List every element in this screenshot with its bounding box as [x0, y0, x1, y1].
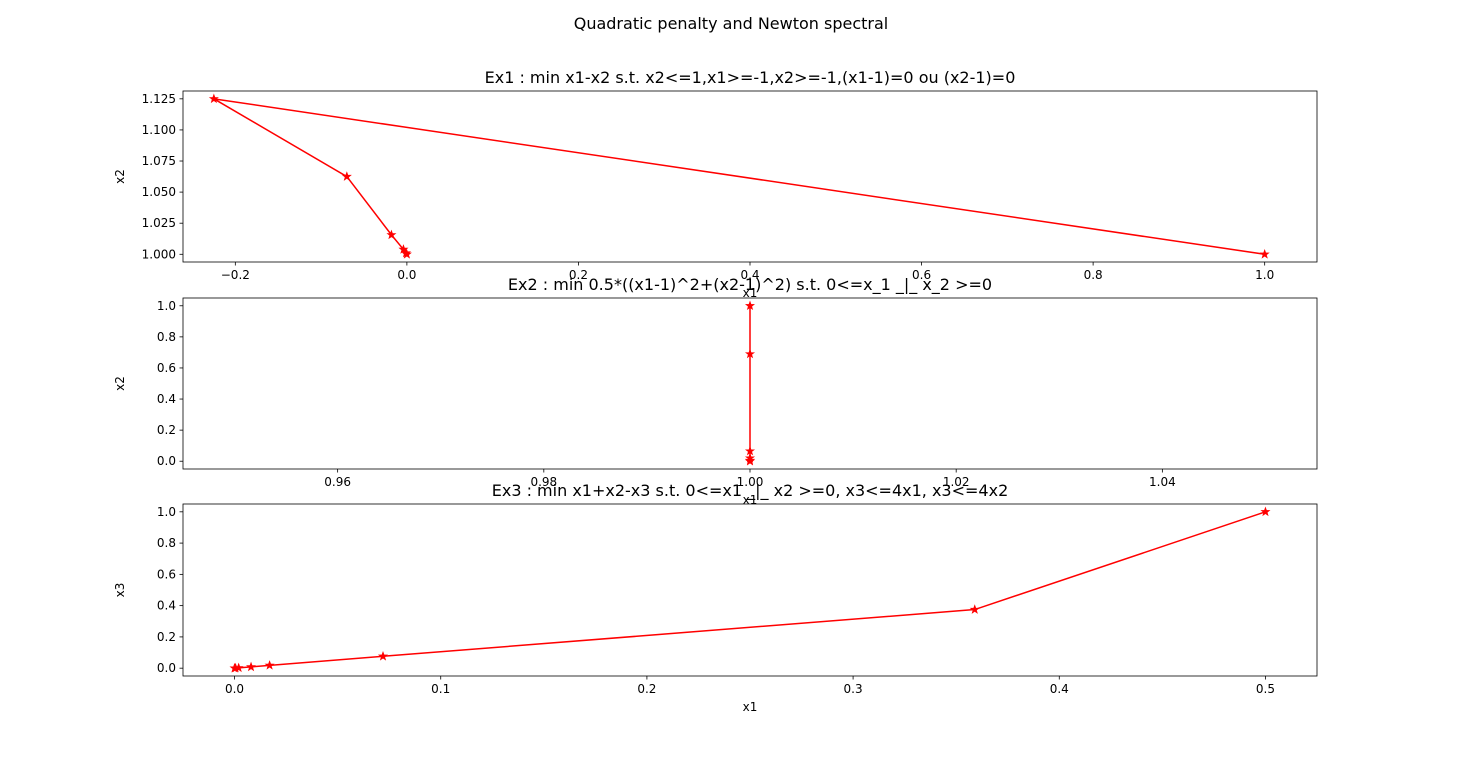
y-tick-label: 1.0 — [157, 299, 176, 313]
y-axis-label: x3 — [113, 583, 127, 598]
x-tick-label: 0.0 — [397, 268, 416, 282]
data-point — [398, 244, 409, 254]
data-point — [969, 604, 980, 614]
data-point — [1260, 506, 1271, 517]
data-point — [246, 661, 257, 672]
y-tick-label: 0.8 — [157, 330, 176, 344]
x-tick-label: 0.2 — [569, 268, 588, 282]
y-tick-label: 0.0 — [157, 661, 176, 675]
x-tick-label: 1.0 — [1255, 268, 1274, 282]
y-tick-label: 0.2 — [157, 630, 176, 644]
x-tick-label: 0.2 — [637, 682, 656, 696]
y-tick-label: 0.2 — [157, 423, 176, 437]
subplot-2: 0.96 0.98 1.00 1.02 1.04 0.0 0.2 0.4 0.6 0.8 1.0 x1… — [113, 275, 1318, 507]
subplot-3: 0.0 0.1 0.2 0.3 0.4 0.5 0.0 0.2 0.4 0.6 0.8 1.0 x1 x3… — [113, 481, 1318, 714]
y-tick-label: 0.6 — [157, 567, 176, 581]
data-point — [744, 300, 756, 311]
subplots: −0.2 0.0 0.2 0.4 0.6 0.8 1.0 1.000 1.025 1.050 1.0… — [113, 68, 1318, 714]
x-tick-label: 0.6 — [912, 268, 931, 282]
x-tick-label: 1.04 — [1149, 475, 1176, 489]
x-tick-label: 0.96 — [324, 475, 351, 489]
data-point — [401, 249, 412, 259]
figure-suptitle: Quadratic penalty and Newton spectral — [574, 14, 889, 33]
data-point — [386, 229, 397, 240]
y-tick-label: 0.0 — [157, 454, 176, 468]
data-point — [744, 455, 756, 466]
data-point — [341, 171, 352, 181]
x-axis-label: x1 — [743, 286, 758, 300]
y-tick-label: 1.125 — [142, 92, 176, 106]
subplot-title: Ex2 : min 0.5*((x1-1)^2+(x2-1)^2) s.t. 0… — [508, 275, 992, 295]
subplot-1: −0.2 0.0 0.2 0.4 0.6 0.8 1.0 1.000 1.025 1.050 1.0… — [113, 68, 1318, 300]
subplot-title: Ex3 : min x1+x2-x3 s.t. 0<=x1 _|_ x2 >=0… — [492, 481, 1009, 501]
x-tick-label: 0.4 — [1050, 682, 1069, 696]
y-tick-label: 1.100 — [142, 123, 176, 137]
data-point — [208, 93, 219, 104]
x-tick-label: 0.98 — [530, 475, 557, 489]
y-tick-label: 1.025 — [142, 216, 176, 230]
data-point — [377, 651, 389, 661]
data-point — [229, 662, 240, 673]
x-tick-label: 0.1 — [431, 682, 450, 696]
y-tick-label: 0.4 — [157, 392, 176, 406]
y-tick-label: 0.6 — [157, 361, 176, 375]
x-tick-label: 0.0 — [225, 682, 244, 696]
data-point — [264, 660, 275, 670]
x-tick-label: 1.02 — [943, 475, 970, 489]
x-tick-label: 0.5 — [1256, 682, 1275, 696]
x-tick-label: 1.00 — [737, 475, 764, 489]
data-point — [744, 348, 756, 359]
y-tick-label: 0.4 — [157, 599, 176, 613]
x-tick-label: −0.2 — [221, 268, 250, 282]
data-point — [1259, 249, 1270, 259]
axes-frame — [182, 503, 1318, 677]
y-tick-label: 0.8 — [157, 536, 176, 550]
x-tick-label: 0.4 — [740, 268, 759, 282]
x-tick-label: 0.3 — [844, 682, 863, 696]
y-axis-label: x2 — [113, 376, 127, 391]
y-tick-label: 1.050 — [142, 185, 176, 199]
x-axis-label: x1 — [743, 493, 758, 507]
x-axis-label: x1 — [743, 700, 758, 714]
x-tick-label: 0.8 — [1084, 268, 1103, 282]
y-axis-label: x2 — [113, 169, 127, 184]
y-tick-label: 1.0 — [157, 505, 176, 519]
y-tick-label: 1.000 — [142, 247, 176, 261]
subplot-title: Ex1 : min x1-x2 s.t. x2<=1,x1>=-1,x2>=-1… — [485, 68, 1016, 87]
y-tick-label: 1.075 — [142, 154, 176, 168]
